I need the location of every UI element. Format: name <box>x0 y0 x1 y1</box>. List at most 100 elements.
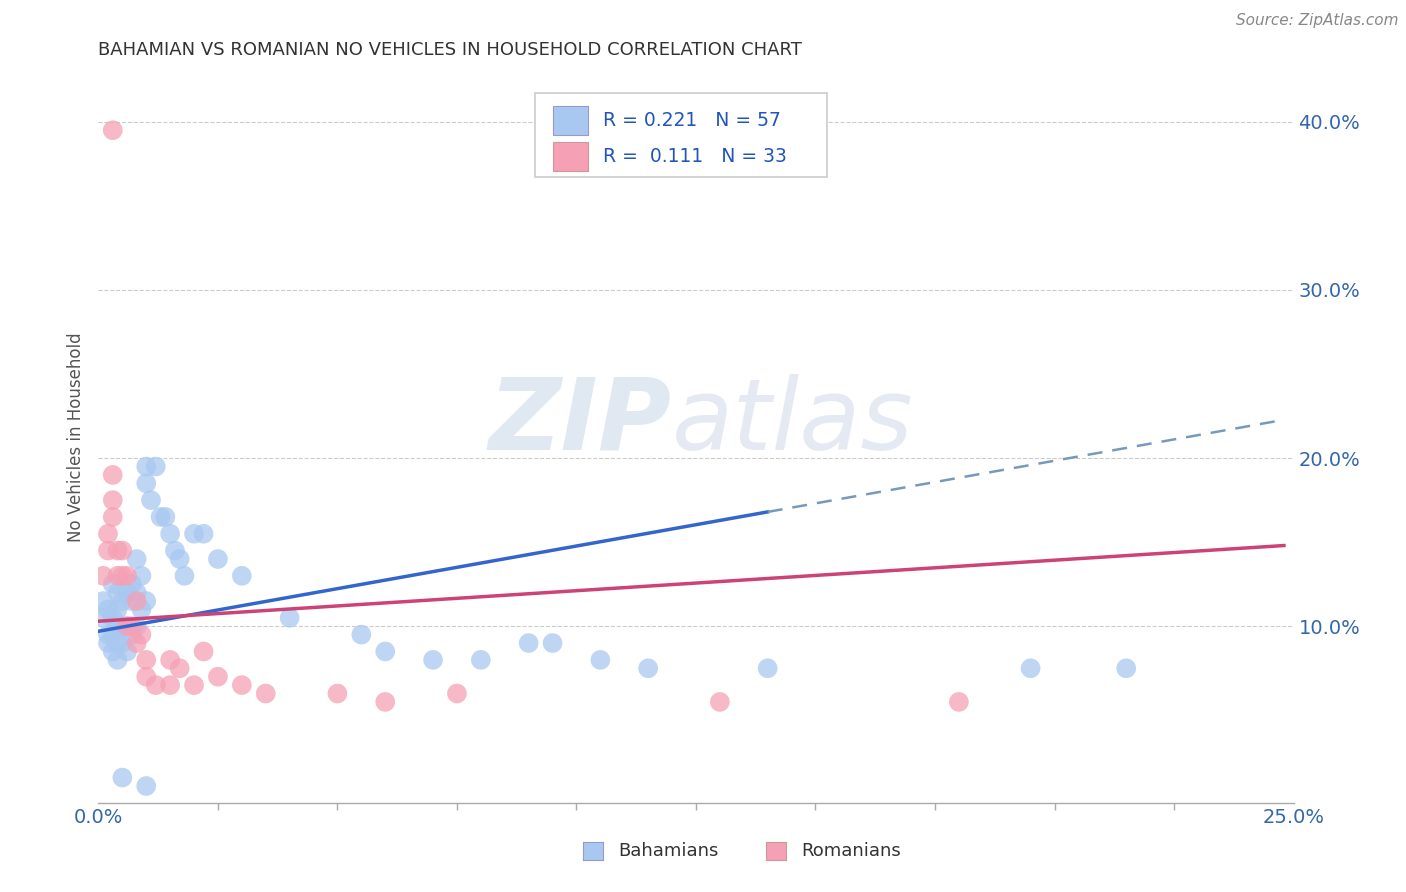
Point <box>163 543 186 558</box>
Point <box>948 695 970 709</box>
Point <box>517 636 540 650</box>
Point <box>169 552 191 566</box>
Point <box>115 569 138 583</box>
Point <box>91 569 114 583</box>
Point <box>589 653 612 667</box>
Text: Bahamians: Bahamians <box>619 842 718 860</box>
Point <box>101 611 124 625</box>
Point <box>107 653 129 667</box>
Point <box>97 636 120 650</box>
Point <box>135 653 157 667</box>
Point <box>135 670 157 684</box>
Point <box>101 644 124 658</box>
Text: ZIP: ZIP <box>489 374 672 471</box>
Point <box>374 644 396 658</box>
Point <box>446 686 468 700</box>
Point <box>169 661 191 675</box>
Point <box>121 577 143 591</box>
Text: atlas: atlas <box>672 374 914 471</box>
Point <box>121 627 143 641</box>
Point <box>231 678 253 692</box>
Point <box>756 661 779 675</box>
Point <box>115 644 138 658</box>
Point <box>131 602 153 616</box>
Point <box>97 627 120 641</box>
Point <box>159 678 181 692</box>
Point <box>193 644 215 658</box>
Bar <box>534 94 827 178</box>
Point <box>125 619 148 633</box>
Point <box>1019 661 1042 675</box>
Point <box>278 611 301 625</box>
Point <box>111 543 134 558</box>
Point <box>159 526 181 541</box>
Point <box>207 670 229 684</box>
Point <box>111 594 134 608</box>
Point <box>107 602 129 616</box>
Text: Romanians: Romanians <box>801 842 901 860</box>
Text: Source: ZipAtlas.com: Source: ZipAtlas.com <box>1236 13 1399 29</box>
Point <box>107 543 129 558</box>
Point <box>101 627 124 641</box>
Point <box>107 619 129 633</box>
Point <box>254 686 277 700</box>
Point <box>111 636 134 650</box>
Point <box>115 585 138 599</box>
Point <box>374 695 396 709</box>
Text: R =  0.111   N = 33: R = 0.111 N = 33 <box>603 147 786 166</box>
Point <box>173 569 195 583</box>
Y-axis label: No Vehicles in Household: No Vehicles in Household <box>66 332 84 542</box>
Point <box>125 594 148 608</box>
Point <box>97 526 120 541</box>
Point <box>121 619 143 633</box>
Point <box>115 619 138 633</box>
Text: R = 0.221   N = 57: R = 0.221 N = 57 <box>603 111 780 129</box>
Point <box>121 594 143 608</box>
Point <box>111 771 134 785</box>
Point <box>125 636 148 650</box>
Point <box>125 552 148 566</box>
Bar <box>553 142 589 171</box>
Point <box>470 653 492 667</box>
Bar <box>553 105 589 135</box>
Point <box>91 611 114 625</box>
Point <box>91 594 114 608</box>
Point <box>135 594 157 608</box>
Point <box>1115 661 1137 675</box>
Point <box>97 543 120 558</box>
Point <box>637 661 659 675</box>
Point <box>111 569 134 583</box>
Point <box>107 585 129 599</box>
Point <box>135 779 157 793</box>
Point <box>131 627 153 641</box>
Point <box>135 476 157 491</box>
Point <box>183 526 205 541</box>
Point <box>107 569 129 583</box>
Point <box>101 467 124 482</box>
Point <box>101 123 124 137</box>
Text: BAHAMIAN VS ROMANIAN NO VEHICLES IN HOUSEHOLD CORRELATION CHART: BAHAMIAN VS ROMANIAN NO VEHICLES IN HOUS… <box>98 41 803 59</box>
Point <box>231 569 253 583</box>
Point <box>193 526 215 541</box>
Point <box>183 678 205 692</box>
Point <box>207 552 229 566</box>
Point <box>541 636 564 650</box>
Point <box>115 619 138 633</box>
Point <box>101 510 124 524</box>
Point <box>149 510 172 524</box>
Point <box>709 695 731 709</box>
Point <box>107 636 129 650</box>
Point <box>159 653 181 667</box>
Point <box>139 493 162 508</box>
Point <box>111 619 134 633</box>
Point <box>155 510 177 524</box>
Point <box>125 585 148 599</box>
Point <box>101 493 124 508</box>
Point <box>350 627 373 641</box>
Point <box>326 686 349 700</box>
Point <box>422 653 444 667</box>
Point <box>145 678 167 692</box>
Point <box>135 459 157 474</box>
Point <box>101 577 124 591</box>
Point <box>145 459 167 474</box>
